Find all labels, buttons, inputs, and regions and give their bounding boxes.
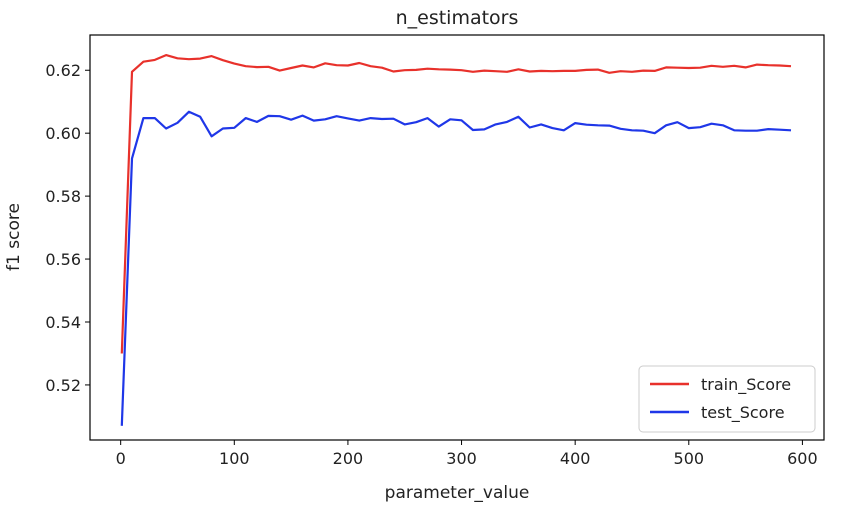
series-line-test-score bbox=[120, 110, 792, 426]
x-tick-label: 100 bbox=[219, 449, 250, 468]
x-tick-label: 500 bbox=[674, 449, 705, 468]
x-tick-label: 400 bbox=[560, 449, 591, 468]
series-lines bbox=[120, 53, 792, 426]
series-line-train-score bbox=[120, 53, 792, 354]
y-tick-label: 0.60 bbox=[45, 124, 81, 143]
y-tick-label: 0.58 bbox=[45, 187, 81, 206]
x-tick-label: 600 bbox=[787, 449, 818, 468]
legend-label-train-score: train_Score bbox=[701, 375, 791, 395]
y-tick-label: 0.56 bbox=[45, 250, 81, 269]
x-axis-title: parameter_value bbox=[385, 483, 530, 503]
x-axis: 0 100 200 300 400 500 600 bbox=[116, 440, 818, 468]
x-tick-label: 200 bbox=[333, 449, 364, 468]
legend: train_Score test_Score bbox=[638, 365, 816, 433]
y-axis: 0.52 0.54 0.56 0.58 0.60 0.62 bbox=[45, 61, 90, 395]
x-tick-label: 300 bbox=[446, 449, 477, 468]
y-tick-label: 0.54 bbox=[45, 313, 81, 332]
y-tick-label: 0.62 bbox=[45, 61, 81, 80]
legend-box bbox=[638, 365, 816, 433]
y-tick-label: 0.52 bbox=[45, 376, 81, 395]
plot-area-frame bbox=[89, 34, 825, 441]
x-tick-label: 0 bbox=[116, 449, 126, 468]
legend-label-test-score: test_Score bbox=[701, 403, 785, 423]
y-axis-title: f1 score bbox=[4, 203, 24, 271]
chart-title: n_estimators bbox=[396, 7, 519, 29]
